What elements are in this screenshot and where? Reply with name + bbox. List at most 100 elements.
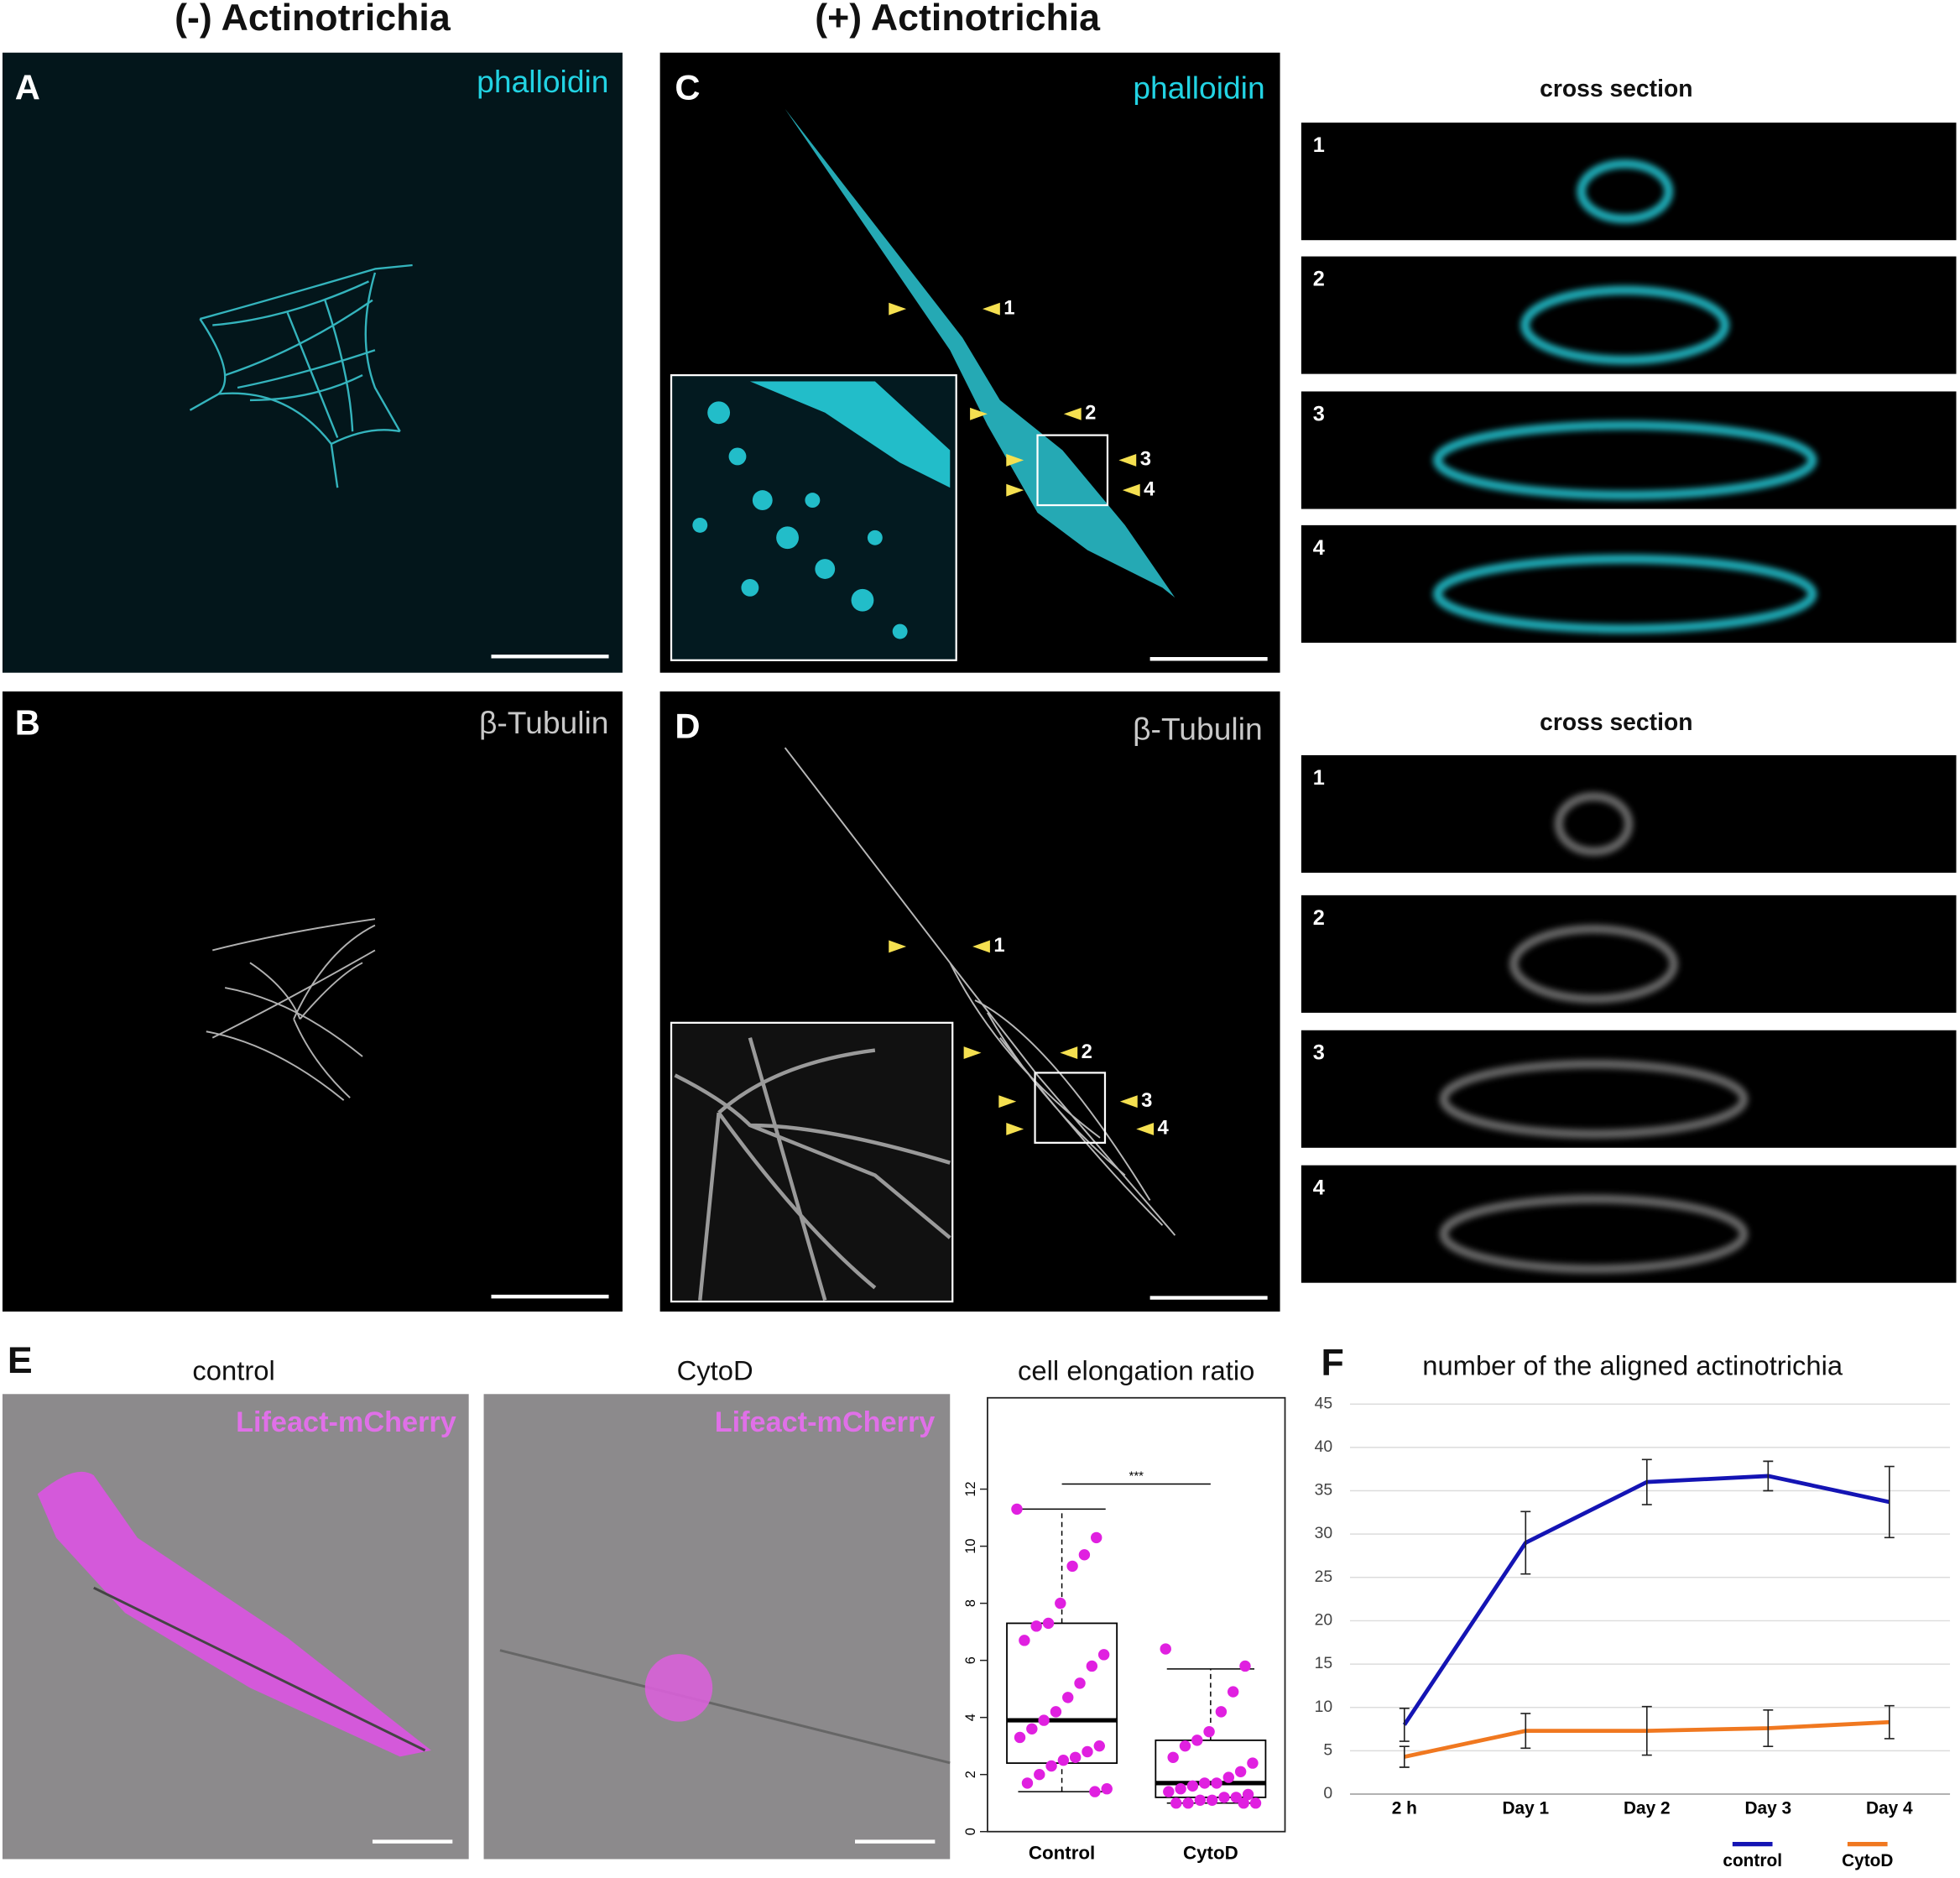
x-tick-label: 2 h — [1392, 1798, 1417, 1818]
data-point — [1186, 1780, 1199, 1792]
arrowhead — [889, 940, 907, 953]
panel-letter: E — [8, 1340, 33, 1381]
y-tick-label: 0 — [963, 1828, 978, 1835]
arrowhead — [889, 302, 907, 316]
data-point — [1014, 1731, 1026, 1744]
cross-section-number: 3 — [1313, 402, 1325, 425]
y-tick-label: 25 — [1315, 1568, 1333, 1586]
cross-section-number: 4 — [1313, 1176, 1325, 1200]
data-point — [1011, 1503, 1023, 1515]
error-bar — [1763, 1460, 1774, 1492]
data-point — [1074, 1677, 1086, 1689]
arrowhead — [1118, 453, 1137, 467]
cross-section-signal — [1433, 420, 1817, 500]
arrowhead — [1136, 1123, 1155, 1135]
x-tick-label: Day 1 — [1502, 1798, 1549, 1818]
inset-frame — [1034, 1072, 1107, 1144]
cell — [206, 918, 376, 1101]
data-point — [1026, 1723, 1038, 1735]
arrowhead — [1006, 1123, 1024, 1135]
data-point — [1249, 1797, 1262, 1809]
error-bar — [1520, 1713, 1531, 1750]
cross-section-title: cross section — [1540, 75, 1692, 102]
error-bar — [1641, 1705, 1652, 1756]
data-point — [1206, 1794, 1218, 1807]
y-tick-label: 5 — [1323, 1740, 1332, 1759]
arrowhead — [1006, 483, 1024, 497]
arrow-label: 1 — [993, 934, 1004, 957]
data-point — [1097, 1649, 1110, 1661]
y-tick-label: 8 — [963, 1599, 978, 1607]
stain-label: Lifeact-mCherry — [236, 1406, 456, 1438]
data-point — [1211, 1777, 1222, 1789]
arrowhead — [1060, 1046, 1078, 1060]
error-bar — [1763, 1709, 1774, 1748]
data-point — [1078, 1549, 1091, 1561]
cell — [189, 263, 413, 488]
arrowhead — [1006, 453, 1024, 467]
arrowhead — [1063, 407, 1082, 420]
cross-section-signal — [1509, 924, 1679, 1004]
data-point — [1093, 1740, 1105, 1752]
y-tick-label: 20 — [1315, 1611, 1333, 1630]
annotation: *** — [1129, 1470, 1144, 1484]
panel-letter: C — [675, 67, 700, 107]
data-point — [1215, 1706, 1228, 1718]
data-point — [1203, 1725, 1215, 1738]
arrow-label: 2 — [1082, 1041, 1092, 1063]
data-point — [1086, 1660, 1098, 1672]
panel-letter: A — [15, 67, 40, 107]
y-tick-label: 40 — [1315, 1437, 1333, 1456]
stain-label: β-Tubulin — [1133, 712, 1263, 747]
arrow-label: 1 — [1003, 296, 1014, 319]
cross-sections: 1 2 3 4 1 2 3 4 — [1301, 123, 1957, 1283]
cross-section-signal — [1577, 159, 1674, 224]
stain-label: phalloidin — [1133, 70, 1264, 105]
data-point — [1069, 1751, 1082, 1763]
y-tick-label: 0 — [1323, 1784, 1332, 1802]
data-point — [1160, 1643, 1171, 1655]
data-point — [1089, 1786, 1101, 1797]
inset-detail — [674, 1037, 951, 1302]
fiber — [93, 1586, 426, 1752]
data-point — [1066, 1560, 1078, 1573]
data-point — [1057, 1754, 1070, 1766]
cross-section-number: 3 — [1313, 1041, 1325, 1065]
cross-section-signal — [1439, 1194, 1749, 1274]
error-bar — [1399, 1707, 1410, 1742]
data-point — [1242, 1788, 1254, 1801]
data-point — [1170, 1797, 1182, 1809]
y-tick-label: 35 — [1315, 1481, 1333, 1500]
data-point — [1247, 1757, 1259, 1769]
plot-frame — [987, 1396, 1286, 1833]
x-tick-label: Control — [1029, 1842, 1095, 1863]
data-point — [1199, 1777, 1211, 1789]
cross-section-number: 1 — [1313, 133, 1325, 157]
legend-label: CytoD — [1842, 1851, 1893, 1870]
cross-section-signal — [1433, 554, 1817, 634]
micrograph — [2, 691, 623, 1312]
data-point — [1163, 1786, 1175, 1797]
cell — [784, 747, 1176, 1236]
data-point — [1182, 1797, 1194, 1809]
data-point — [1038, 1714, 1050, 1726]
image-title: control — [192, 1355, 274, 1386]
y-tick-label: 6 — [963, 1656, 978, 1664]
y-tick-label: 4 — [963, 1714, 978, 1721]
data-point — [1019, 1635, 1030, 1646]
data-point — [1045, 1760, 1057, 1772]
y-tick-label: 15 — [1315, 1654, 1333, 1672]
cross-section-signal — [1554, 791, 1634, 856]
arrowhead — [972, 940, 990, 953]
data-point — [1021, 1777, 1034, 1789]
fiber — [499, 1649, 951, 1765]
arrowhead — [1119, 1095, 1138, 1109]
y-tick-label: 12 — [963, 1481, 978, 1496]
data-point — [1090, 1531, 1102, 1544]
cell — [785, 108, 1175, 598]
arrowhead — [998, 1095, 1017, 1109]
data-point — [1042, 1617, 1055, 1630]
data-point — [1062, 1692, 1074, 1703]
y-tick-label: 10 — [963, 1539, 978, 1554]
